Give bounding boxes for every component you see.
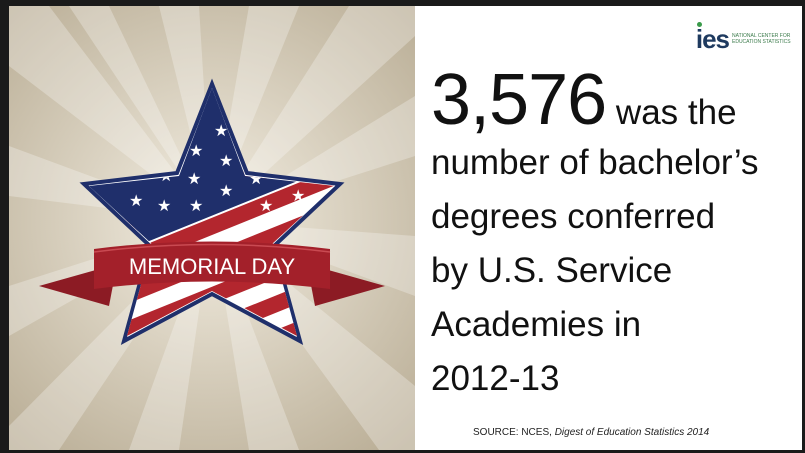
fact-line-4: by U.S. Service	[431, 251, 673, 290]
svg-text:★: ★	[219, 151, 233, 170]
svg-text:★: ★	[259, 196, 273, 215]
fact-text: 3,576 was the number of bachelor’s degre…	[431, 64, 801, 406]
svg-text:★: ★	[219, 181, 233, 200]
starburst-graphic: ★ ★ ★ ★ ★ ★ ★ ★ ★ ★ ★ ★ ★ ★ ★	[9, 6, 415, 450]
svg-text:★: ★	[189, 141, 203, 160]
svg-text:★: ★	[129, 191, 143, 210]
banner-text: MEMORIAL DAY	[129, 254, 296, 279]
source-citation: SOURCE: NCES, Digest of Education Statis…	[473, 427, 709, 438]
fact-line-1: 3,576 was the	[431, 64, 801, 136]
fact-line-3: degrees conferred	[431, 197, 716, 236]
fact-number: 3,576	[431, 60, 607, 140]
svg-text:★: ★	[214, 121, 228, 140]
ies-logo: ies NATIONAL CENTER FOR EDUCATION STATIS…	[695, 22, 792, 54]
source-title: Digest of Education Statistics 2014	[554, 427, 710, 438]
svg-text:★: ★	[187, 169, 201, 188]
fact-line-6: 2012-13	[431, 359, 560, 398]
ribbon-banner	[94, 241, 330, 289]
source-prefix: SOURCE: NCES,	[473, 427, 555, 438]
fact-panel: ies NATIONAL CENTER FOR EDUCATION STATIS…	[415, 6, 802, 450]
memorial-day-illustration: ★ ★ ★ ★ ★ ★ ★ ★ ★ ★ ★ ★ ★ ★ ★	[9, 6, 415, 450]
svg-text:★: ★	[157, 196, 171, 215]
fact-line-5: Academies in	[431, 305, 642, 344]
fact-line-1-rest: was the	[615, 93, 737, 132]
fact-line-2: number of bachelor’s	[431, 143, 759, 182]
logo-mark: ies	[695, 22, 730, 54]
infographic-card: ★ ★ ★ ★ ★ ★ ★ ★ ★ ★ ★ ★ ★ ★ ★	[9, 6, 802, 450]
svg-text:★: ★	[189, 196, 203, 215]
logo-subtitle: NATIONAL CENTER FOR EDUCATION STATISTICS	[732, 33, 791, 45]
svg-text:★: ★	[291, 186, 305, 205]
